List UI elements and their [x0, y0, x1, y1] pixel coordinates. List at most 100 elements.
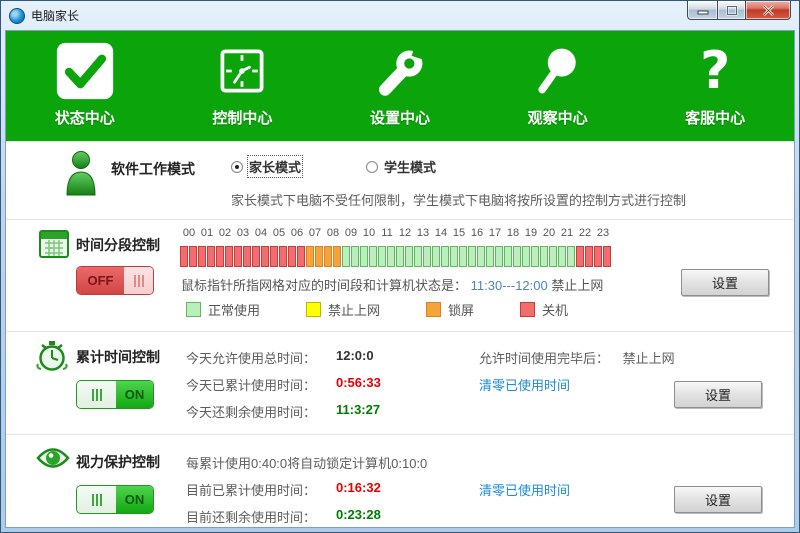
timeline-cell-normal[interactable] — [567, 246, 575, 267]
nav-label: 观察中心 — [527, 110, 588, 127]
reset-used-time-link[interactable]: 清零已使用时间 — [479, 378, 571, 393]
radio-circle[interactable] — [366, 160, 378, 173]
cumulative-settings-button[interactable]: 设置 — [674, 381, 762, 408]
timeline-cell-normal[interactable] — [558, 246, 566, 267]
timeline-cell-shutdown[interactable] — [189, 246, 197, 267]
person-icon — [64, 150, 98, 203]
eyesight-settings-button[interactable]: 设置 — [674, 486, 762, 513]
hour-label: 13 — [416, 227, 430, 239]
cumulative-toggle[interactable]: ON — [76, 380, 154, 409]
timeline-cell-normal[interactable] — [522, 246, 530, 267]
legend-item-shutdown: 关机 — [520, 300, 568, 319]
eyesight-used-time: 0:16:32 — [336, 480, 381, 495]
close-icon — [762, 4, 774, 16]
timeline-cell-shutdown[interactable] — [585, 246, 593, 267]
timeline-cell-normal[interactable] — [342, 246, 350, 267]
check-icon — [54, 40, 116, 102]
nav-item-status[interactable]: 状态中心 — [6, 31, 164, 141]
hour-label: 16 — [470, 227, 484, 239]
timeline-cell-normal[interactable] — [477, 246, 485, 267]
timeline-cell-normal[interactable] — [351, 246, 359, 267]
reset-used-time-link[interactable]: 清零已使用时间 — [479, 483, 571, 498]
timeline-cell-normal[interactable] — [405, 246, 413, 267]
wrench-icon — [369, 40, 431, 102]
timeline-cell-normal[interactable] — [432, 246, 440, 267]
row-label: 目前已累计使用时间： — [186, 483, 317, 498]
timeline-cell-normal[interactable] — [378, 246, 386, 267]
timeline-cell-shutdown[interactable] — [279, 246, 287, 267]
nav-label: 状态中心 — [54, 110, 115, 127]
app-logo-icon — [9, 7, 25, 24]
toggle-grip — [77, 486, 116, 513]
hour-label: 01 — [200, 227, 214, 239]
timeline-cell-normal[interactable] — [459, 246, 467, 267]
hour-label: 17 — [488, 227, 502, 239]
timeline-cell-normal[interactable] — [540, 246, 548, 267]
timeline-cell-shutdown[interactable] — [216, 246, 224, 267]
nav-item-settings[interactable]: 设置中心 — [321, 31, 479, 141]
timeline-cell-lockscreen[interactable] — [333, 246, 341, 267]
timeline-cell-normal[interactable] — [513, 246, 521, 267]
used-time: 0:56:33 — [336, 375, 381, 390]
maximize-button[interactable] — [717, 1, 745, 20]
timeline-cell-shutdown[interactable] — [198, 246, 206, 267]
eyesight-remaining-time: 0:23:28 — [336, 507, 381, 522]
toggle-grip — [77, 381, 116, 408]
nav-item-observe[interactable]: 观察中心 — [479, 31, 637, 141]
timeline-cell-shutdown[interactable] — [261, 246, 269, 267]
timeline-cell-normal[interactable] — [423, 246, 431, 267]
row-label: 今天还剩余使用时间： — [186, 405, 317, 420]
hour-label: 23 — [596, 227, 610, 239]
hour-label: 03 — [236, 227, 250, 239]
timeline-cell-shutdown[interactable] — [207, 246, 215, 267]
hour-label: 08 — [326, 227, 340, 239]
timeline-cell-normal[interactable] — [369, 246, 377, 267]
timeline-cell-normal[interactable] — [531, 246, 539, 267]
timeline-cell-shutdown[interactable] — [288, 246, 296, 267]
radio-circle[interactable] — [231, 160, 243, 173]
timeline-cell-shutdown[interactable] — [252, 246, 260, 267]
section-title: 累计时间控制 — [76, 349, 160, 365]
time-segment-settings-button[interactable]: 设置 — [681, 269, 769, 296]
eyesight-toggle[interactable]: ON — [76, 485, 154, 514]
timeline-cell-shutdown[interactable] — [270, 246, 278, 267]
timeline-cell-normal[interactable] — [450, 246, 458, 267]
timeline-cell-shutdown[interactable] — [225, 246, 233, 267]
timeline-cell-normal[interactable] — [468, 246, 476, 267]
time-segment-toggle[interactable]: OFF — [76, 266, 154, 295]
magnifier-icon — [527, 40, 589, 102]
timeline-cell-shutdown[interactable] — [603, 246, 611, 267]
timeline-cell-shutdown[interactable] — [297, 246, 305, 267]
radio-parent-mode[interactable]: 家长模式 — [231, 155, 304, 178]
row-label: 目前还剩余使用时间： — [186, 510, 317, 525]
timeline-cell-shutdown[interactable] — [180, 246, 188, 267]
timeline-cell-normal[interactable] — [414, 246, 422, 267]
timeline-cell-normal[interactable] — [486, 246, 494, 267]
timeline-cell-normal[interactable] — [504, 246, 512, 267]
timeline-cell-normal[interactable] — [495, 246, 503, 267]
timeline-cell-lockscreen[interactable] — [315, 246, 323, 267]
timeline-cell-normal[interactable] — [360, 246, 368, 267]
mode-description: 家长模式下电脑不受任何限制，学生模式下电脑将按所设置的控制方式进行控制 — [231, 193, 687, 208]
timeline-cell-normal[interactable] — [549, 246, 557, 267]
close-button[interactable] — [745, 1, 791, 20]
nav-item-control[interactable]: 控制中心 — [164, 31, 322, 141]
timeline-cell-lockscreen[interactable] — [324, 246, 332, 267]
radio-student-mode[interactable]: 学生模式 — [366, 157, 436, 176]
timeline-cell-shutdown[interactable] — [243, 246, 251, 267]
section-title: 视力保护控制 — [76, 454, 160, 470]
timeline-cell-normal[interactable] — [441, 246, 449, 267]
timeline-cell-shutdown[interactable] — [234, 246, 242, 267]
timeline-cell-shutdown[interactable] — [594, 246, 602, 267]
radio-label[interactable]: 家长模式 — [246, 155, 304, 178]
titlebar[interactable]: 电脑家长 — [1, 1, 799, 30]
nav-item-support[interactable]: ? 客服中心 — [636, 31, 794, 141]
hint-prefix: 鼠标指针所指网格对应的时间段和计算机状态是： — [181, 278, 468, 293]
timeline-cell-shutdown[interactable] — [576, 246, 584, 267]
row-label: 今天允许使用总时间： — [186, 351, 317, 366]
timeline-cell-lockscreen[interactable] — [306, 246, 314, 267]
minimize-button[interactable] — [687, 1, 717, 20]
timeline-cell-normal[interactable] — [396, 246, 404, 267]
timeline-cell-normal[interactable] — [387, 246, 395, 267]
radio-label[interactable]: 学生模式 — [384, 160, 437, 175]
